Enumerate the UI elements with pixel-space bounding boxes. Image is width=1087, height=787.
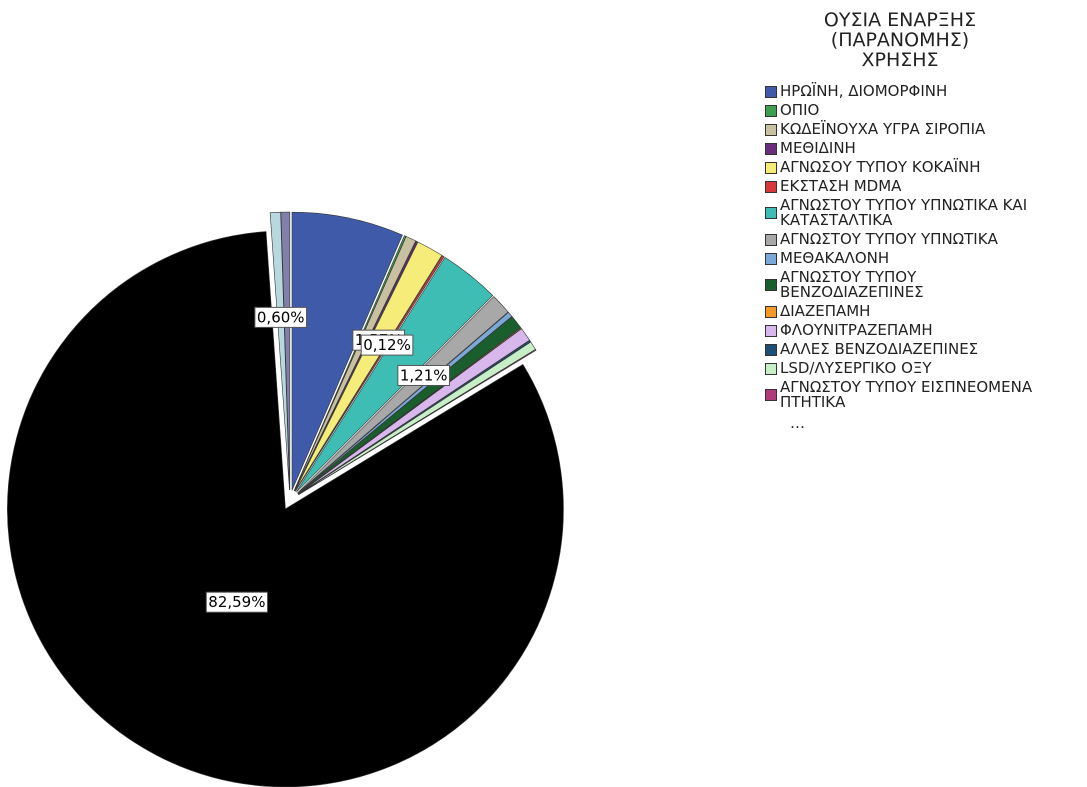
legend-entry: ΑΓΝΩΣΤΟΥ ΤΥΠΟΥ ΒΕΝΖΟΔΙΑΖΕΠΙΝΕΣ (765, 270, 1055, 300)
value-label: 1,21% (400, 366, 448, 384)
legend-entry: ΑΓΝΩΣΤΟΥ ΤΥΠΟΥ ΥΠΝΩΤΙΚΑ ΚΑΙ ΚΑΤΑΣΤΑΛΤΙΚΑ (765, 198, 1055, 228)
label-box (205, 591, 268, 613)
slice (298, 349, 537, 496)
legend-entry: ΑΓΝΩΣΤΟΥ ΤΥΠΟΥ ΥΠΝΩΤΙΚΑ (765, 232, 1055, 247)
legend-swatch (765, 161, 777, 174)
legend-label: ΜΕΘΑΚΑΛΟΝΗ (780, 249, 890, 267)
legend-label: ΑΓΝΩΣΟΥ ΤΥΠΟΥ ΚΟΚΑΪΝΗ (780, 158, 981, 176)
legend-swatch (765, 279, 777, 291)
legend-label: ΑΓΝΩΣΤΟΥ ΤΥΠΟΥ ΥΠΝΩΤΙΚΑ ΚΑΙ ΚΑΤΑΣΤΑΛΤΙΚΑ (780, 196, 1028, 229)
value-label-box: 0,12% (360, 334, 414, 356)
legend-swatch (765, 305, 777, 318)
legend-swatch (765, 389, 777, 401)
value-label: 0,12% (363, 336, 411, 354)
legend-entry: ΜΕΘΑΚΑΛΟΝΗ (765, 251, 1055, 266)
legend-label: ΑΓΝΩΣΤΟΥ ΤΥΠΟΥ ΕΙΣΠΝΕΟΜΕΝΑ ΠΤΗΤΙΚΑ (780, 378, 1033, 411)
legend-swatch (765, 85, 777, 98)
slice (295, 256, 494, 493)
slice (280, 211, 291, 491)
legend-swatch (765, 180, 777, 193)
slice (297, 311, 513, 494)
legend-swatch (765, 362, 777, 375)
label-box (254, 306, 308, 328)
slice (294, 241, 443, 492)
legend-swatch (765, 252, 777, 265)
legend-label: ΔΙΑΖΕΠΑΜΗ (780, 302, 871, 320)
legend-title: ΟΥΣΙΑ ΕΝΑΡΞΗΣ (ΠΑΡΑΝΟΜΗΣ) ΧΡΗΣΗΣ (823, 9, 977, 71)
legend-swatch (765, 207, 777, 219)
value-label-box: 1,21% (397, 364, 451, 386)
legend-entry: ΗΡΩΪΝΗ, ΔΙΟΜΟΡΦΙΝΗ (765, 84, 1055, 99)
legend-label: ΗΡΩΪΝΗ, ΔΙΟΜΟΡΦΙΝΗ (780, 82, 948, 100)
label-box (360, 334, 414, 356)
legend-entry: ΜΕΘΙΔΙΝΗ (765, 141, 1055, 156)
legend-label: ΕΚΣΤΑΣΗ MDMA (780, 177, 902, 195)
legend-swatch (765, 142, 777, 155)
legend-entry: ΕΚΣΤΑΣΗ MDMA (765, 179, 1055, 194)
legend-label: ΜΕΘΙΔΙΝΗ (780, 139, 856, 157)
value-label: 0,60% (257, 308, 305, 326)
legend-entry: ΑΓΝΩΣΤΟΥ ΤΥΠΟΥ ΕΙΣΠΝΕΟΜΕΝΑ ΠΤΗΤΙΚΑ (765, 380, 1055, 410)
chart: 1,57%0,12%1,21%82,59%0,60% (7, 211, 564, 787)
value-label: 82,59% (208, 593, 265, 611)
legend-swatch (765, 233, 777, 246)
slice (294, 240, 418, 492)
legend-swatch (765, 324, 777, 337)
legend-label: ΚΩΔΕΪΝΟΥΧΑ ΥΓΡΑ ΣΙΡΟΠΙΑ (780, 120, 986, 138)
legend: ΟΥΣΙΑ ΕΝΑΡΞΗΣ (ΠΑΡΑΝΟΜΗΣ) ΧΡΗΣΗΣ ΗΡΩΪΝΗ,… (765, 10, 1055, 432)
slice (269, 211, 290, 491)
legend-swatch (765, 343, 777, 356)
legend-entry: ΟΠΙΟ (765, 103, 1055, 118)
value-label-box: 0,60% (254, 306, 308, 328)
label-box (397, 364, 451, 386)
legend-label: ΑΓΝΩΣΤΟΥ ΤΥΠΟΥ ΥΠΝΩΤΙΚΑ (780, 230, 998, 248)
legend-swatch (765, 104, 777, 117)
legend-entry: ΑΓΝΩΣΟΥ ΤΥΠΟΥ ΚΟΚΑΪΝΗ (765, 160, 1055, 175)
legend-label: ΟΠΙΟ (780, 101, 820, 119)
value-label-box: 82,59% (205, 591, 268, 613)
legend-entry: ΦΛΟΥΝΙΤΡΑΖΕΠΑΜΗ (765, 323, 1055, 338)
legend-items: ΗΡΩΪΝΗ, ΔΙΟΜΟΡΦΙΝΗ ΟΠΙΟ ΚΩΔΕΪΝΟΥΧΑ ΥΓΡΑ ΣΙ… (765, 84, 1055, 410)
legend-label: ΑΛΛΕΣ ΒΕΝΖΟΔΙΑΖΕΠΙΝΕΣ (780, 340, 979, 358)
legend-swatch (765, 123, 777, 136)
legend-entry: LSD/ΛΥΣΕΡΓΙΚΟ ΟΞΥ (765, 361, 1055, 376)
legend-entry: ΑΛΛΕΣ ΒΕΝΖΟΔΙΑΖΕΠΙΝΕΣ (765, 342, 1055, 357)
legend-more: … (790, 414, 805, 432)
legend-entry: ΔΙΑΖΕΠΑΜΗ (765, 304, 1055, 319)
slice (295, 255, 445, 492)
legend-entry: ΚΩΔΕΪΝΟΥΧΑ ΥΓΡΑ ΣΙΡΟΠΙΑ (765, 122, 1055, 137)
legend-label: LSD/ΛΥΣΕΡΓΙΚΟ ΟΞΥ (780, 359, 932, 377)
slice (291, 211, 403, 491)
slice (7, 231, 564, 787)
legend-label: ΑΓΝΩΣΤΟΥ ΤΥΠΟΥ ΒΕΝΖΟΔΙΑΖΕΠΙΝΕΣ (780, 268, 924, 301)
legend-label: ΦΛΟΥΝΙΤΡΑΖΕΠΑΜΗ (780, 321, 933, 339)
slice (297, 296, 509, 494)
